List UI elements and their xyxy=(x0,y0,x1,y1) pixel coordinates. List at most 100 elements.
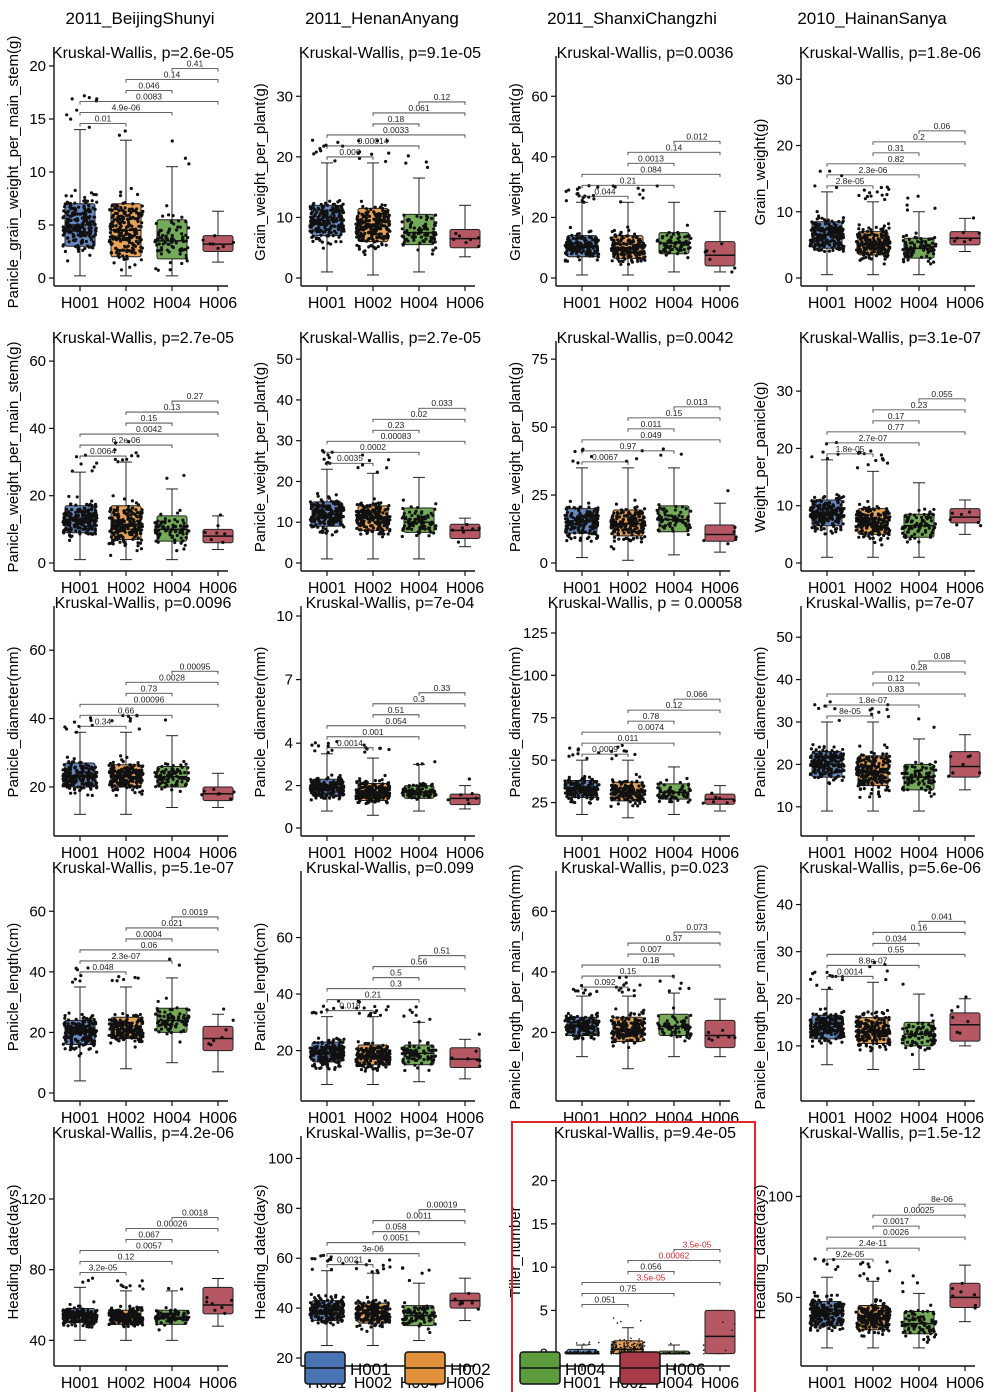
data-point xyxy=(454,231,458,236)
comparison-p-label: 2.7e-07 xyxy=(859,433,888,443)
data-point xyxy=(925,244,929,248)
data-point xyxy=(379,232,383,236)
data-point xyxy=(637,529,641,533)
data-point xyxy=(871,536,875,540)
data-point xyxy=(573,449,577,454)
data-point xyxy=(221,244,225,249)
data-point xyxy=(209,537,213,542)
data-point xyxy=(630,533,634,537)
data-point xyxy=(89,524,93,528)
data-point xyxy=(637,514,641,518)
data-point xyxy=(877,518,881,522)
data-point xyxy=(309,207,313,211)
data-point xyxy=(76,785,80,789)
data-point xyxy=(683,235,687,239)
data-point xyxy=(112,513,116,517)
data-point xyxy=(367,214,372,218)
data-point xyxy=(919,236,923,241)
data-point xyxy=(168,268,172,272)
chart-title: Kruskal-Wallis, p=2.7e-05 xyxy=(299,330,481,347)
data-point xyxy=(825,508,830,512)
data-point xyxy=(75,108,79,112)
data-point xyxy=(567,520,571,524)
data-point xyxy=(68,766,73,770)
y-tick-label: 4 xyxy=(285,735,293,752)
data-point xyxy=(160,787,164,791)
data-point xyxy=(134,772,138,776)
y-tick-label: 20 xyxy=(29,58,46,75)
data-point xyxy=(111,237,115,241)
data-point xyxy=(72,720,77,724)
data-point xyxy=(565,539,569,543)
data-point xyxy=(961,230,965,235)
data-point xyxy=(110,208,114,212)
data-point xyxy=(173,525,178,529)
column-title: 2011_ShanxiChangzhi xyxy=(547,9,717,28)
data-point xyxy=(565,510,569,514)
data-point xyxy=(834,530,838,534)
data-point xyxy=(401,506,405,511)
y-tick-label: 10 xyxy=(276,514,293,531)
data-point xyxy=(133,791,137,795)
data-point xyxy=(359,521,363,525)
data-point xyxy=(186,776,191,781)
data-point xyxy=(319,222,324,226)
data-point xyxy=(405,228,409,233)
data-point xyxy=(839,230,843,234)
data-point xyxy=(867,256,872,260)
data-point xyxy=(832,242,836,246)
data-point xyxy=(83,207,87,211)
data-point xyxy=(85,782,89,786)
data-point xyxy=(359,231,363,235)
comparison-p-label: 0.17 xyxy=(888,411,905,421)
data-point xyxy=(661,447,665,451)
data-point xyxy=(416,228,421,232)
data-point xyxy=(140,204,144,208)
data-point xyxy=(387,518,391,522)
data-point xyxy=(138,521,142,525)
chart-title: Kruskal-Wallis, p=0.0042 xyxy=(557,330,734,347)
data-point xyxy=(831,248,835,253)
data-point xyxy=(837,219,841,224)
data-point xyxy=(886,244,890,248)
data-point xyxy=(156,528,161,532)
data-point xyxy=(326,504,330,508)
data-point xyxy=(175,783,179,787)
data-point xyxy=(642,244,646,248)
data-point xyxy=(115,505,120,510)
data-point xyxy=(78,234,82,238)
data-point xyxy=(183,771,187,775)
data-point xyxy=(404,161,408,165)
data-point xyxy=(912,532,917,536)
data-point xyxy=(880,543,884,547)
data-point xyxy=(107,763,111,767)
data-point xyxy=(422,239,426,244)
data-point xyxy=(634,457,639,461)
data-point xyxy=(434,524,438,528)
data-point xyxy=(616,238,620,242)
data-point xyxy=(432,227,436,231)
data-point xyxy=(626,262,631,266)
data-point xyxy=(310,525,314,529)
data-point xyxy=(734,535,738,539)
data-point xyxy=(341,210,346,215)
data-point xyxy=(323,512,327,516)
data-point xyxy=(216,792,220,796)
data-point xyxy=(619,508,624,512)
data-point xyxy=(916,529,920,533)
data-point xyxy=(363,219,367,224)
data-point xyxy=(137,727,141,731)
comparison-bracket xyxy=(581,173,721,178)
data-point xyxy=(676,236,680,241)
data-point xyxy=(73,207,77,211)
data-point xyxy=(161,214,165,218)
data-point xyxy=(82,506,86,510)
comparison-p-label: 2.3e-06 xyxy=(859,165,888,175)
data-point xyxy=(174,241,178,245)
data-point xyxy=(582,200,586,204)
data-point xyxy=(382,523,386,528)
data-point xyxy=(477,526,481,530)
data-point xyxy=(327,455,331,460)
y-tick-label: 60 xyxy=(29,353,46,370)
data-point xyxy=(433,240,437,244)
